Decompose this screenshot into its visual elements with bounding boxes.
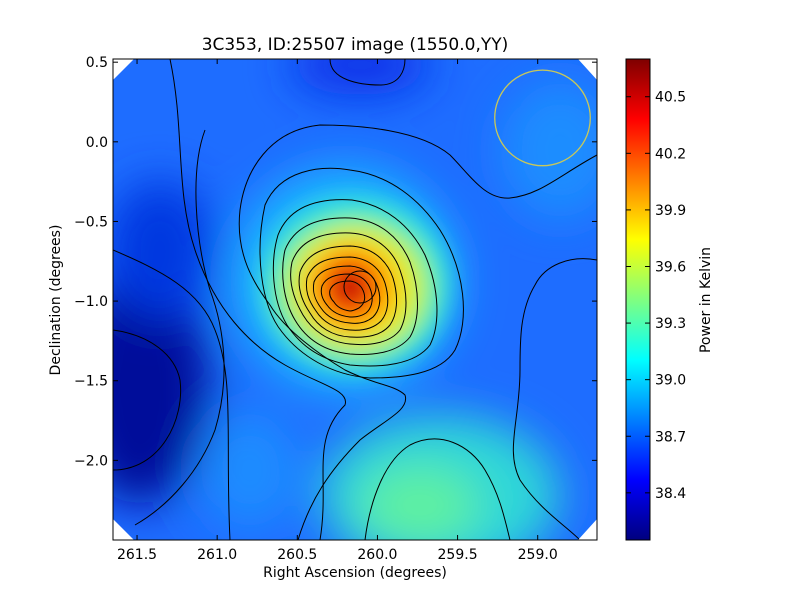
colorbar-tick-label: 38.7	[655, 429, 686, 445]
colorbar-tick-label: 40.5	[655, 90, 686, 106]
colorbar-axis: 38.4 38.7 39.0 39.3 39.6 39.9 40.2 40.5	[626, 90, 686, 502]
x-tick-label: 261.5	[117, 547, 157, 563]
colorbar	[625, 58, 651, 541]
colorbar-tick-label: 38.4	[655, 486, 686, 502]
y-tick-label: −0.5	[74, 214, 108, 230]
x-tick-label: 259.5	[438, 547, 478, 563]
chart-title: 3C353, ID:25507 image (1550.0,YY)	[202, 35, 509, 55]
y-axis: 0.5 0.0 −0.5 −1.0 −1.5 −2.0	[74, 55, 597, 469]
colorbar-tick-label: 39.9	[655, 203, 686, 219]
x-tick-label: 261.0	[197, 547, 237, 563]
contour-lines	[113, 59, 597, 540]
y-tick-label: −1.5	[74, 374, 108, 390]
x-tick-label: 259.0	[518, 547, 558, 563]
x-axis-label: Right Ascension (degrees)	[263, 565, 447, 581]
heatmap-image	[113, 59, 597, 540]
colorbar-tick-label: 39.6	[655, 259, 686, 275]
colorbar-tick-label: 39.3	[655, 316, 686, 332]
colorbar-tick-label: 40.2	[655, 146, 686, 162]
beam-circle	[494, 69, 591, 167]
x-tick-label: 260.5	[277, 547, 317, 563]
y-tick-label: 0.5	[86, 55, 108, 71]
y-tick-label: −1.0	[74, 294, 108, 310]
colorbar-tick-label: 39.0	[655, 373, 686, 389]
y-axis-label: Declination (degrees)	[48, 225, 64, 376]
plot-frame	[112, 58, 598, 541]
colorbar-label: Power in Kelvin	[698, 247, 714, 353]
x-axis: 261.5 261.0 260.5 260.0 259.5 259.0	[117, 59, 558, 563]
y-tick-label: 0.0	[86, 135, 108, 151]
y-tick-label: −2.0	[74, 453, 108, 469]
x-tick-label: 260.0	[357, 547, 397, 563]
